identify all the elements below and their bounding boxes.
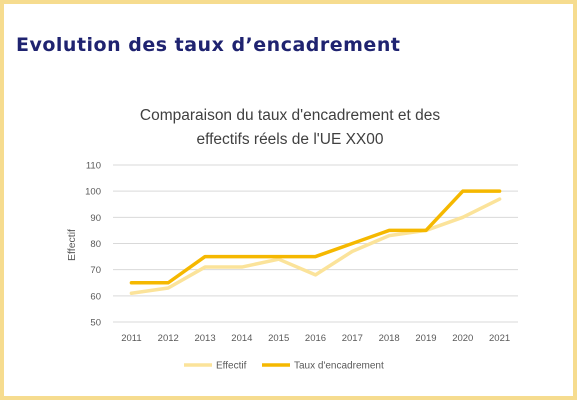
x-tick-label: 2011 (121, 333, 141, 344)
gridlines (113, 164, 518, 323)
y-axis-label: Effectif (66, 229, 78, 261)
x-tick-label: 2012 (158, 333, 179, 344)
y-tick-label: 110 (86, 161, 101, 172)
x-tick-label: 2014 (231, 333, 252, 344)
x-tick-label: 2016 (305, 333, 326, 344)
y-tick-label: 90 (90, 213, 101, 224)
chart-title-line-1: Comparaison du taux d'encadrement et des (140, 107, 440, 124)
x-tick-label: 2017 (342, 333, 363, 344)
legend: Effectif Taux d'encadrement (184, 361, 384, 372)
series-line-effectif (129, 197, 502, 295)
x-axis-ticks: 2011 2012 2013 2014 2015 2016 2017 2018 2019 2020… (121, 333, 510, 344)
y-axis-ticks: 50 60 70 80 90 100 110 (85, 161, 101, 329)
y-tick-label: 80 (90, 239, 101, 250)
x-tick-label: 2021 (489, 333, 510, 344)
legend-label: Taux d'encadrement (294, 361, 384, 372)
x-tick-label: 2015 (268, 333, 289, 344)
y-tick-label: 50 (90, 318, 101, 329)
x-tick-label: 2019 (415, 333, 436, 344)
y-tick-label: 60 (90, 291, 101, 302)
x-tick-label: 2020 (452, 333, 473, 344)
x-tick-label: 2013 (194, 333, 215, 344)
series-lines (129, 189, 502, 295)
slide-title: Evolution des taux d’encadrement (16, 34, 401, 56)
series-line-taux-encadrement (129, 189, 502, 285)
legend-label: Effectif (216, 361, 247, 372)
chart-title-line-2: effectifs réels de l'UE XX00 (196, 131, 383, 148)
x-tick-label: 2018 (379, 333, 400, 344)
y-tick-label: 70 (90, 265, 101, 276)
y-tick-label: 100 (85, 187, 101, 198)
